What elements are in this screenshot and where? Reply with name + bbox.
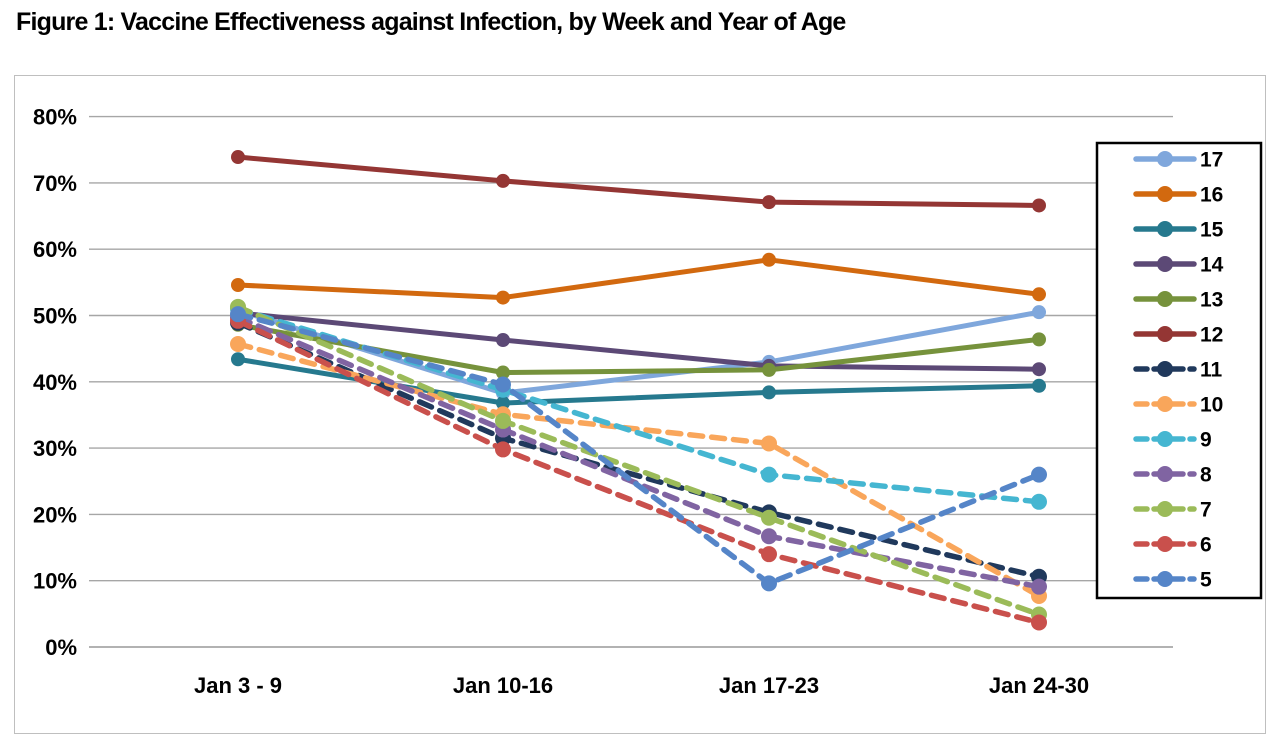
series-line-10	[235, 341, 1042, 599]
series-marker-13	[1032, 332, 1046, 347]
chart-panel: 80% 70% 60% 50% 40% 30% 20% 10% 0% Jan 3 - 9 Jan 1…	[14, 75, 1266, 734]
y-tick-label: 0%	[45, 635, 77, 660]
series-marker-12	[231, 150, 245, 165]
legend-label-8: 8	[1200, 464, 1212, 487]
series-marker-10	[761, 435, 777, 452]
series-marker-12	[1032, 198, 1046, 213]
series-marker-7	[495, 412, 511, 429]
series-marker-16	[496, 290, 510, 305]
legend-swatch-marker-7	[1157, 501, 1173, 517]
series-marker-9	[761, 466, 777, 483]
y-tick-label: 20%	[33, 502, 77, 527]
y-tick-label: 10%	[33, 569, 77, 594]
y-tick-label: 70%	[33, 171, 77, 196]
x-axis-label: Jan 17-23	[719, 673, 819, 698]
legend-label-10: 10	[1200, 394, 1223, 417]
x-axis-label: Jan 10-16	[453, 673, 553, 698]
series-marker-12	[762, 195, 776, 210]
series-marker-14	[1032, 362, 1046, 377]
series-marker-13	[762, 362, 776, 377]
series-marker-12	[496, 173, 510, 188]
legend-swatch-marker-17	[1157, 151, 1173, 167]
legend-swatch-marker-11	[1157, 361, 1173, 377]
x-axis-label: Jan 3 - 9	[194, 673, 282, 698]
series-line-7	[235, 304, 1042, 618]
figure-title: Figure 1: Vaccine Effectiveness against …	[16, 8, 846, 36]
legend-swatch-marker-9	[1157, 431, 1173, 447]
series-marker-9	[1031, 493, 1047, 510]
legend-swatch-marker-15	[1157, 221, 1173, 237]
legend-label-6: 6	[1200, 534, 1212, 557]
legend-label-9: 9	[1200, 429, 1212, 452]
series-line-16	[235, 257, 1042, 301]
legend-swatch-marker-6	[1157, 536, 1173, 552]
series-marker-6	[761, 546, 777, 563]
series-line-6	[235, 318, 1042, 626]
legend-label-5: 5	[1200, 569, 1212, 592]
series-marker-17	[1032, 305, 1046, 320]
series-marker-14	[496, 333, 510, 348]
legend-label-16: 16	[1200, 184, 1223, 207]
y-tick-label: 40%	[33, 370, 77, 395]
x-axis-label: Jan 24-30	[989, 673, 1089, 698]
series-marker-5	[230, 306, 246, 323]
series-line-14	[235, 310, 1042, 372]
legend-swatch-marker-5	[1157, 571, 1173, 587]
series-marker-15	[496, 396, 510, 411]
series-marker-7	[761, 509, 777, 526]
series-marker-5	[761, 575, 777, 592]
y-tick-label: 30%	[33, 436, 77, 461]
legend-label-12: 12	[1200, 324, 1223, 347]
legend-label-11: 11	[1200, 359, 1223, 382]
legend-swatch-marker-16	[1157, 186, 1173, 202]
series-marker-13	[496, 365, 510, 380]
y-tick-label: 60%	[33, 237, 77, 262]
series-marker-8	[761, 528, 777, 545]
series-marker-6	[1031, 614, 1047, 631]
legend-label-13: 13	[1200, 289, 1223, 312]
series-line-12	[235, 154, 1042, 208]
legend-swatch-marker-8	[1157, 466, 1173, 482]
legend-swatch-marker-10	[1157, 396, 1173, 412]
series-marker-15	[762, 385, 776, 400]
series-marker-15	[1032, 378, 1046, 393]
series-line-9	[235, 306, 1042, 505]
legend-swatch-marker-12	[1157, 326, 1173, 342]
legend-swatch-marker-13	[1157, 291, 1173, 307]
legend-label-17: 17	[1200, 149, 1223, 172]
series-marker-8	[1031, 578, 1047, 595]
series-marker-6	[495, 441, 511, 458]
legend-label-14: 14	[1200, 254, 1224, 277]
series-marker-5	[1031, 466, 1047, 483]
y-tick-label: 50%	[33, 304, 77, 329]
legend-label-15: 15	[1200, 219, 1224, 242]
series-marker-16	[1032, 287, 1046, 302]
series-marker-16	[762, 252, 776, 267]
series-marker-16	[231, 278, 245, 293]
series-marker-15	[231, 352, 245, 367]
y-tick-label: 80%	[33, 105, 77, 130]
series-marker-5	[495, 376, 511, 393]
legend-swatch-marker-14	[1157, 256, 1173, 272]
line-chart: 80% 70% 60% 50% 40% 30% 20% 10% 0% Jan 3 - 9 Jan 1…	[33, 105, 1263, 698]
series-marker-10	[230, 336, 246, 353]
series-line-5	[235, 311, 1042, 587]
legend-label-7: 7	[1200, 499, 1212, 522]
